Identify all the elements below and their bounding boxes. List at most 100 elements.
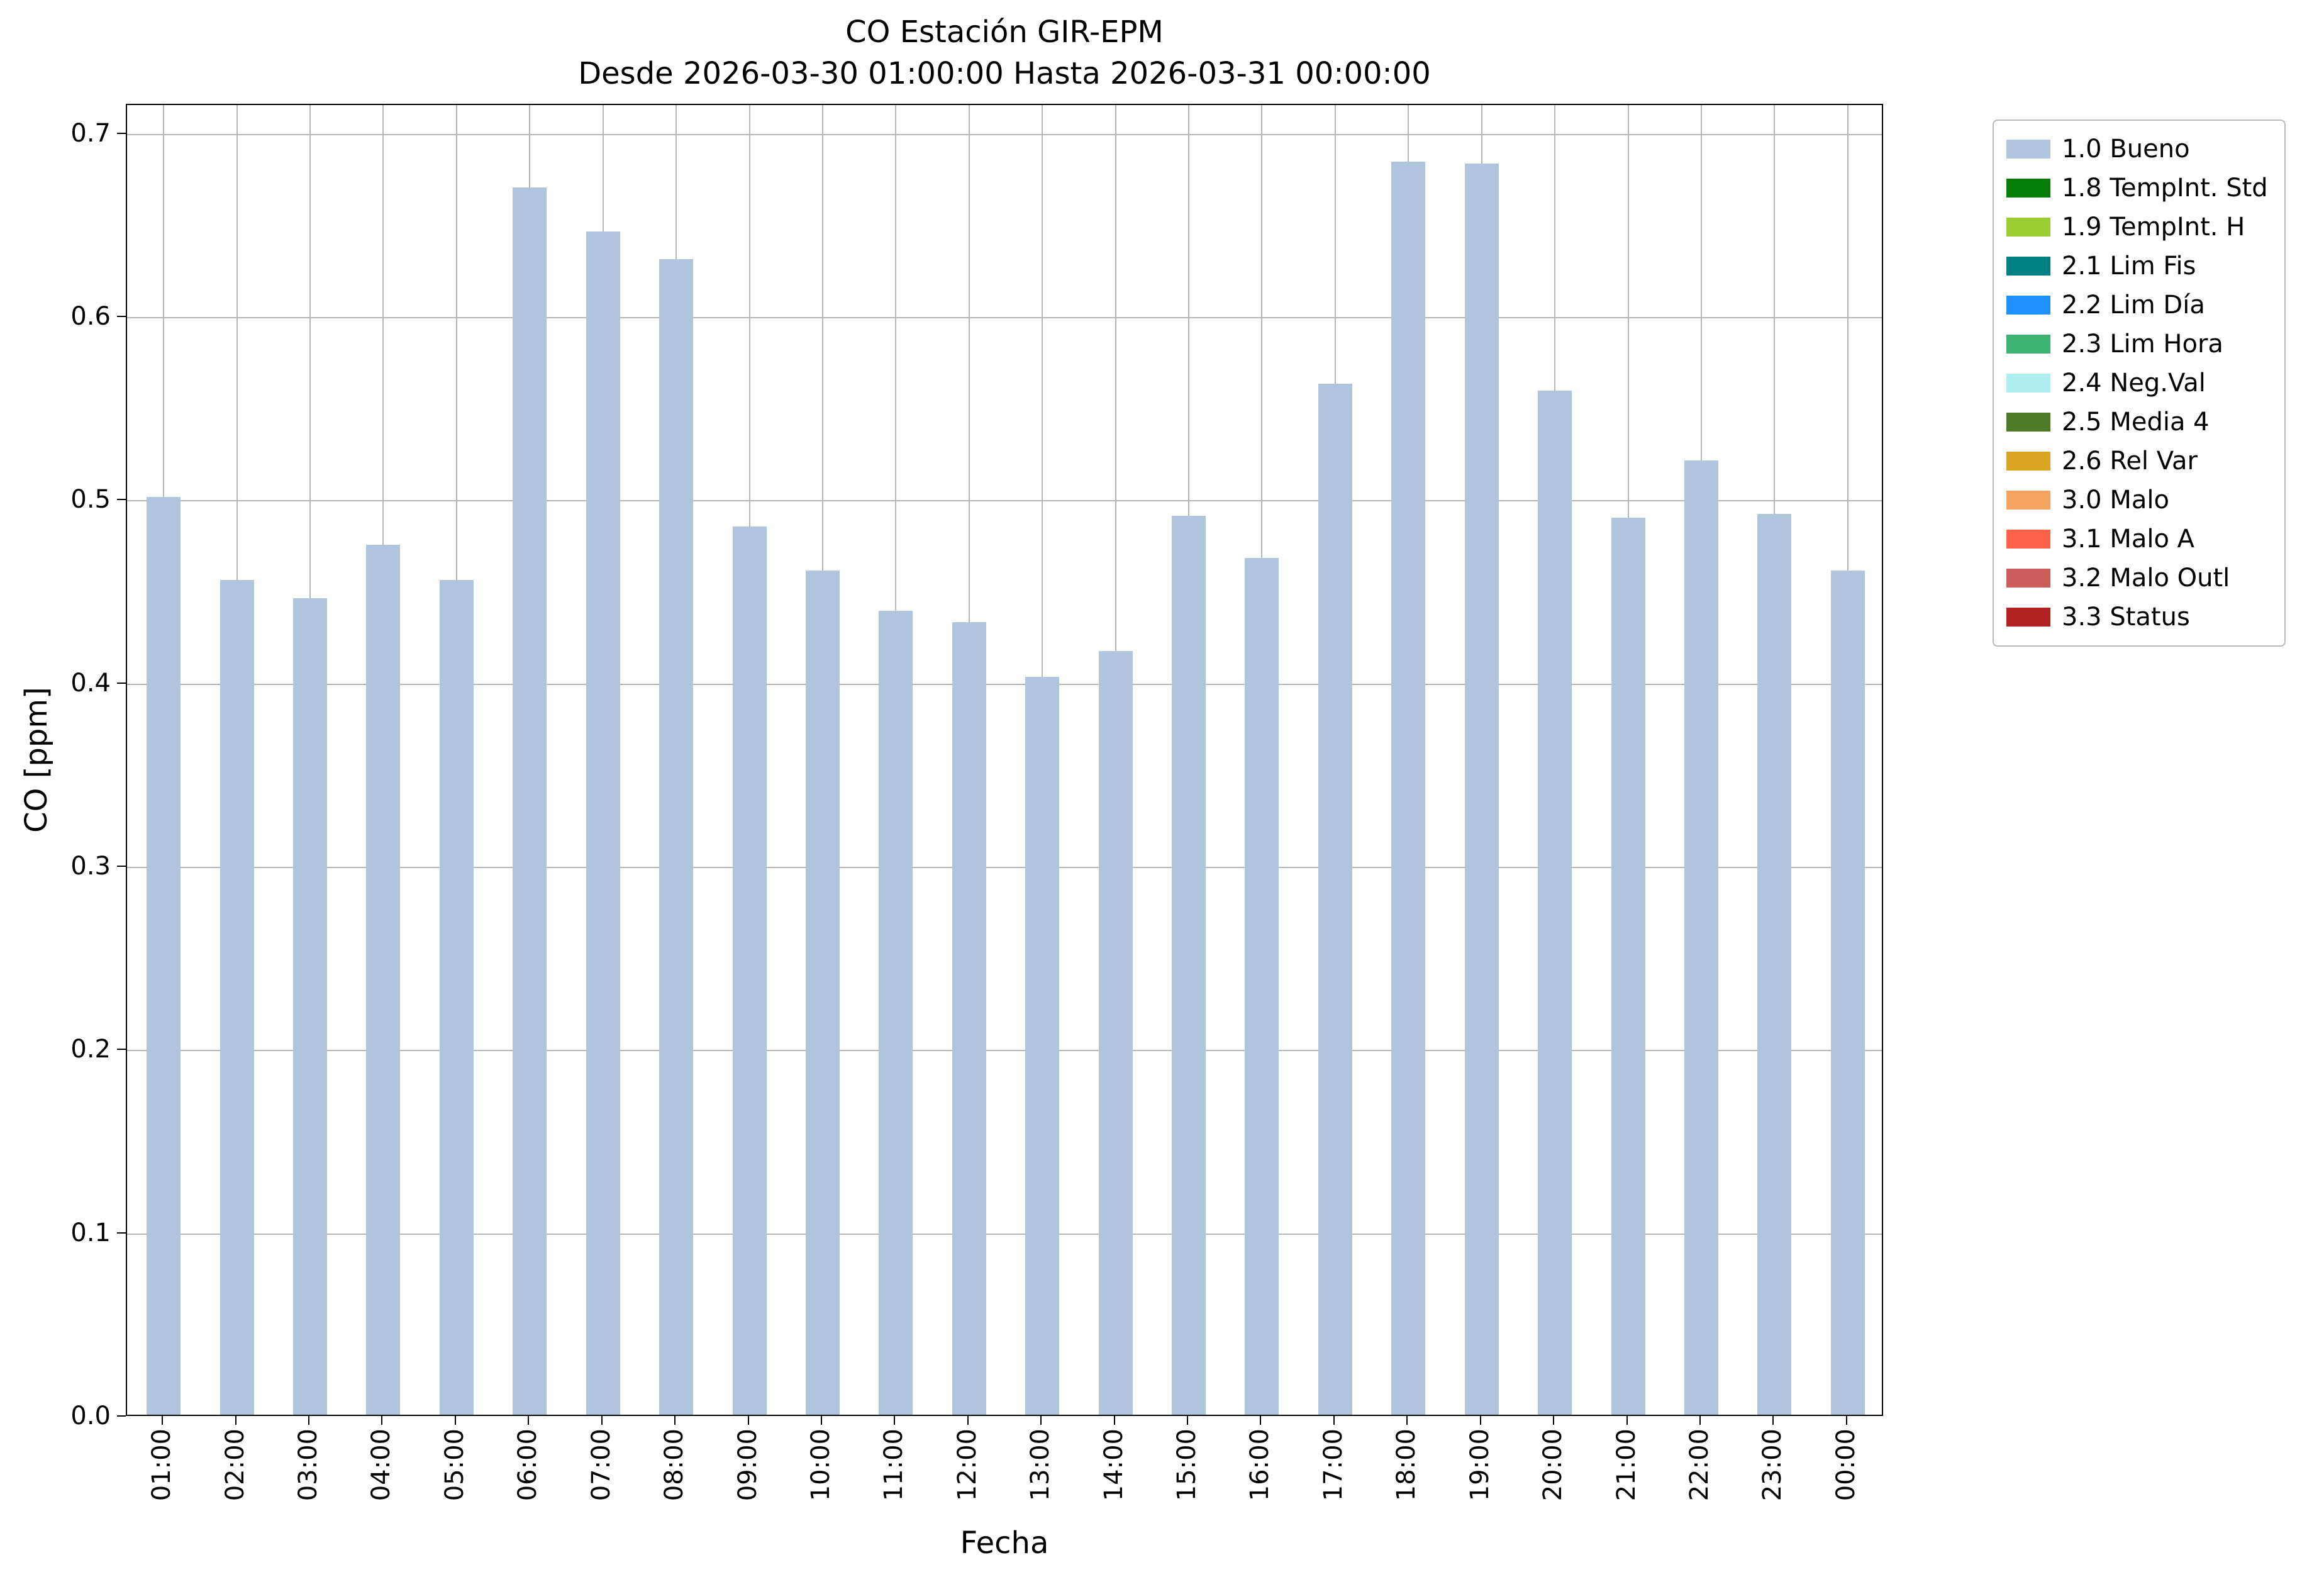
- bar: [147, 497, 181, 1415]
- h-gridline: [127, 866, 1882, 868]
- y-tick: [117, 1049, 126, 1051]
- x-tick-label: 06:00: [513, 1429, 543, 1502]
- h-gridline: [127, 683, 1882, 685]
- x-tick: [1772, 1416, 1774, 1425]
- bar: [1830, 571, 1865, 1415]
- legend-swatch: [2006, 257, 2050, 276]
- bar: [1611, 517, 1645, 1415]
- x-tick: [1553, 1416, 1555, 1425]
- legend-item: 2.5 Media 4: [2006, 403, 2268, 442]
- bar: [513, 187, 547, 1415]
- x-tick-label: 17:00: [1318, 1429, 1348, 1502]
- x-tick: [1040, 1416, 1042, 1425]
- x-tick: [1479, 1416, 1481, 1425]
- legend-swatch: [2006, 140, 2050, 159]
- bar: [1172, 515, 1206, 1415]
- bar: [952, 621, 986, 1415]
- h-gridline: [127, 1233, 1882, 1235]
- y-tick: [117, 315, 126, 317]
- bar: [366, 545, 401, 1415]
- x-tick: [454, 1416, 456, 1425]
- bar: [879, 611, 913, 1415]
- x-tick: [1113, 1416, 1115, 1425]
- legend-label: 2.2 Lim Día: [2062, 291, 2205, 320]
- y-tick: [117, 682, 126, 684]
- legend-item: 3.0 Malo: [2006, 481, 2268, 520]
- bar: [1318, 383, 1352, 1415]
- x-tick-label: 05:00: [440, 1429, 469, 1502]
- legend-item: 2.6 Rel Var: [2006, 442, 2268, 481]
- legend-swatch: [2006, 530, 2050, 549]
- legend-item: 1.9 TempInt. H: [2006, 208, 2268, 247]
- x-tick-label: 16:00: [1245, 1429, 1275, 1502]
- bar: [586, 231, 620, 1415]
- y-tick-label: 0.7: [70, 118, 111, 148]
- x-tick-label: 23:00: [1758, 1429, 1787, 1502]
- bar: [805, 571, 840, 1415]
- bar: [439, 579, 474, 1415]
- x-tick-label: 03:00: [294, 1429, 323, 1502]
- bar: [1098, 651, 1133, 1415]
- x-tick-label: 04:00: [367, 1429, 396, 1502]
- x-tick-label: 21:00: [1611, 1429, 1641, 1502]
- x-tick: [235, 1416, 236, 1425]
- x-tick-label: 15:00: [1172, 1429, 1202, 1502]
- x-tick-label: 19:00: [1465, 1429, 1494, 1502]
- legend-item: 2.2 Lim Día: [2006, 286, 2268, 325]
- x-tick-label: 13:00: [1026, 1429, 1055, 1502]
- bar: [1025, 676, 1060, 1415]
- y-tick-label: 0.6: [70, 301, 111, 331]
- legend-item: 2.1 Lim Fis: [2006, 247, 2268, 286]
- legend-label: 2.3 Lim Hora: [2062, 330, 2223, 359]
- x-tick: [1260, 1416, 1262, 1425]
- x-tick: [1333, 1416, 1335, 1425]
- legend-item: 2.4 Neg.Val: [2006, 364, 2268, 403]
- x-tick-label: 18:00: [1392, 1429, 1421, 1502]
- h-gridline: [127, 133, 1882, 135]
- legend-swatch: [2006, 491, 2050, 510]
- x-tick-label: 11:00: [879, 1429, 909, 1502]
- bar: [1684, 460, 1718, 1415]
- legend-swatch: [2006, 413, 2050, 432]
- x-tick: [674, 1416, 676, 1425]
- legend-item: 3.2 Malo Outl: [2006, 559, 2268, 598]
- x-tick-label: 20:00: [1538, 1429, 1568, 1502]
- legend-label: 3.3 Status: [2062, 603, 2190, 632]
- bar: [1757, 513, 1792, 1415]
- legend-item: 3.1 Malo A: [2006, 520, 2268, 559]
- x-tick: [967, 1416, 969, 1425]
- x-tick: [308, 1416, 310, 1425]
- bar: [1391, 162, 1426, 1415]
- bar: [1538, 391, 1572, 1415]
- y-axis-label: CO [ppm]: [19, 687, 54, 833]
- x-tick-label: 08:00: [660, 1429, 689, 1502]
- x-tick: [1187, 1416, 1189, 1425]
- y-tick-label: 0.3: [70, 851, 111, 881]
- x-tick: [162, 1416, 164, 1425]
- legend-label: 1.0 Bueno: [2062, 135, 2190, 164]
- y-tick: [117, 1232, 126, 1234]
- legend-swatch: [2006, 452, 2050, 471]
- legend-item: 3.3 Status: [2006, 598, 2268, 637]
- bar: [659, 259, 694, 1415]
- x-tick-label: 01:00: [147, 1429, 177, 1502]
- legend-swatch: [2006, 296, 2050, 315]
- legend-label: 2.4 Neg.Val: [2062, 369, 2206, 398]
- legend: 1.0 Bueno 1.8 TempInt. Std 1.9 TempInt. H 2…: [1993, 120, 2286, 647]
- chart-title: CO Estación GIR-EPM: [845, 14, 1164, 50]
- y-tick: [117, 132, 126, 134]
- legend-item: 1.0 Bueno: [2006, 130, 2268, 169]
- x-tick: [1406, 1416, 1408, 1425]
- h-gridline: [127, 500, 1882, 502]
- x-tick: [1699, 1416, 1701, 1425]
- x-tick-label: 02:00: [220, 1429, 250, 1502]
- h-gridline: [127, 1050, 1882, 1052]
- legend-label: 2.6 Rel Var: [2062, 447, 2198, 476]
- bar: [220, 579, 254, 1415]
- legend-item: 2.3 Lim Hora: [2006, 325, 2268, 364]
- x-tick-label: 22:00: [1684, 1429, 1714, 1502]
- x-tick: [820, 1416, 822, 1425]
- x-tick: [528, 1416, 530, 1425]
- bar: [732, 527, 767, 1415]
